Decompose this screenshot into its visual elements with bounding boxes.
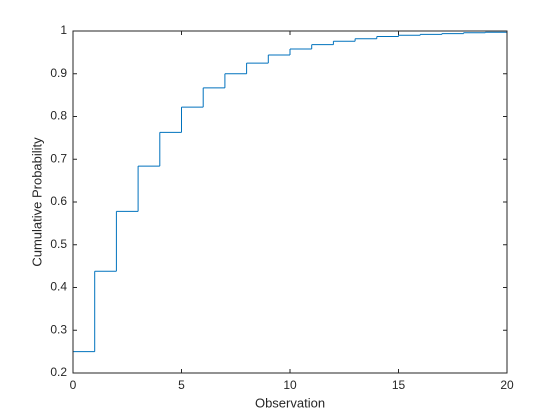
x-tick-label: 15: [392, 378, 406, 392]
x-tick-label: 20: [500, 378, 514, 392]
y-tick-label: 0.4: [50, 280, 67, 294]
x-axis-label: Observation: [255, 395, 325, 410]
y-tick-label: 0.9: [50, 66, 67, 80]
y-tick-label: 0.3: [50, 322, 67, 336]
y-tick-label: 0.6: [50, 194, 67, 208]
y-tick-label: 0.8: [50, 109, 67, 123]
axes-box: [72, 30, 508, 374]
y-tick-label: 0.2: [50, 365, 67, 379]
y-axis-label: Cumulative Probability: [29, 137, 44, 267]
y-tick-label: 0.5: [50, 237, 67, 251]
x-tick-label: 0: [70, 378, 77, 392]
y-tick-label: 0.7: [50, 151, 67, 165]
x-tick-label: 10: [283, 378, 297, 392]
x-tick-label: 5: [178, 378, 185, 392]
y-tick-label: 1: [60, 23, 67, 37]
